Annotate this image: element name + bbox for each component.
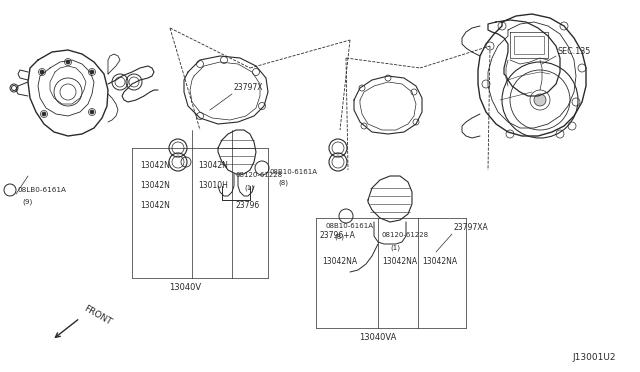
Text: 08120-61228: 08120-61228 [236, 172, 283, 178]
Text: FRONT: FRONT [82, 304, 113, 327]
Text: 13042N: 13042N [198, 160, 228, 170]
Text: 13042NA: 13042NA [422, 257, 457, 266]
Text: (8): (8) [278, 180, 288, 186]
Text: 13040VA: 13040VA [359, 334, 397, 343]
Circle shape [90, 110, 94, 114]
Text: 08B10-6161A: 08B10-6161A [326, 223, 374, 229]
Text: 23796+A: 23796+A [320, 231, 356, 240]
Text: SEC.135: SEC.135 [558, 48, 591, 57]
Text: 13010H: 13010H [198, 180, 228, 189]
Text: (1): (1) [390, 245, 400, 251]
Text: 13042NA: 13042NA [322, 257, 357, 266]
Text: 13040V: 13040V [169, 283, 201, 292]
Text: J13001U2: J13001U2 [572, 353, 616, 362]
Text: (1): (1) [244, 185, 254, 191]
Text: 23797X: 23797X [234, 83, 264, 93]
Circle shape [66, 60, 70, 64]
Text: 23796: 23796 [236, 201, 260, 209]
Text: 08LB0-6161A: 08LB0-6161A [18, 187, 67, 193]
Text: (8): (8) [334, 234, 344, 240]
Text: 13042NA: 13042NA [382, 257, 417, 266]
Circle shape [40, 70, 44, 74]
Text: 13042N: 13042N [140, 180, 170, 189]
Text: 13042N: 13042N [140, 201, 170, 209]
Text: 08B10-6161A: 08B10-6161A [270, 169, 318, 175]
Text: (9): (9) [22, 199, 32, 205]
Text: 13042N: 13042N [140, 160, 170, 170]
Text: 23797XA: 23797XA [454, 224, 489, 232]
Circle shape [90, 70, 94, 74]
Circle shape [534, 94, 546, 106]
Circle shape [42, 112, 46, 116]
Text: 08120-61228: 08120-61228 [382, 232, 429, 238]
